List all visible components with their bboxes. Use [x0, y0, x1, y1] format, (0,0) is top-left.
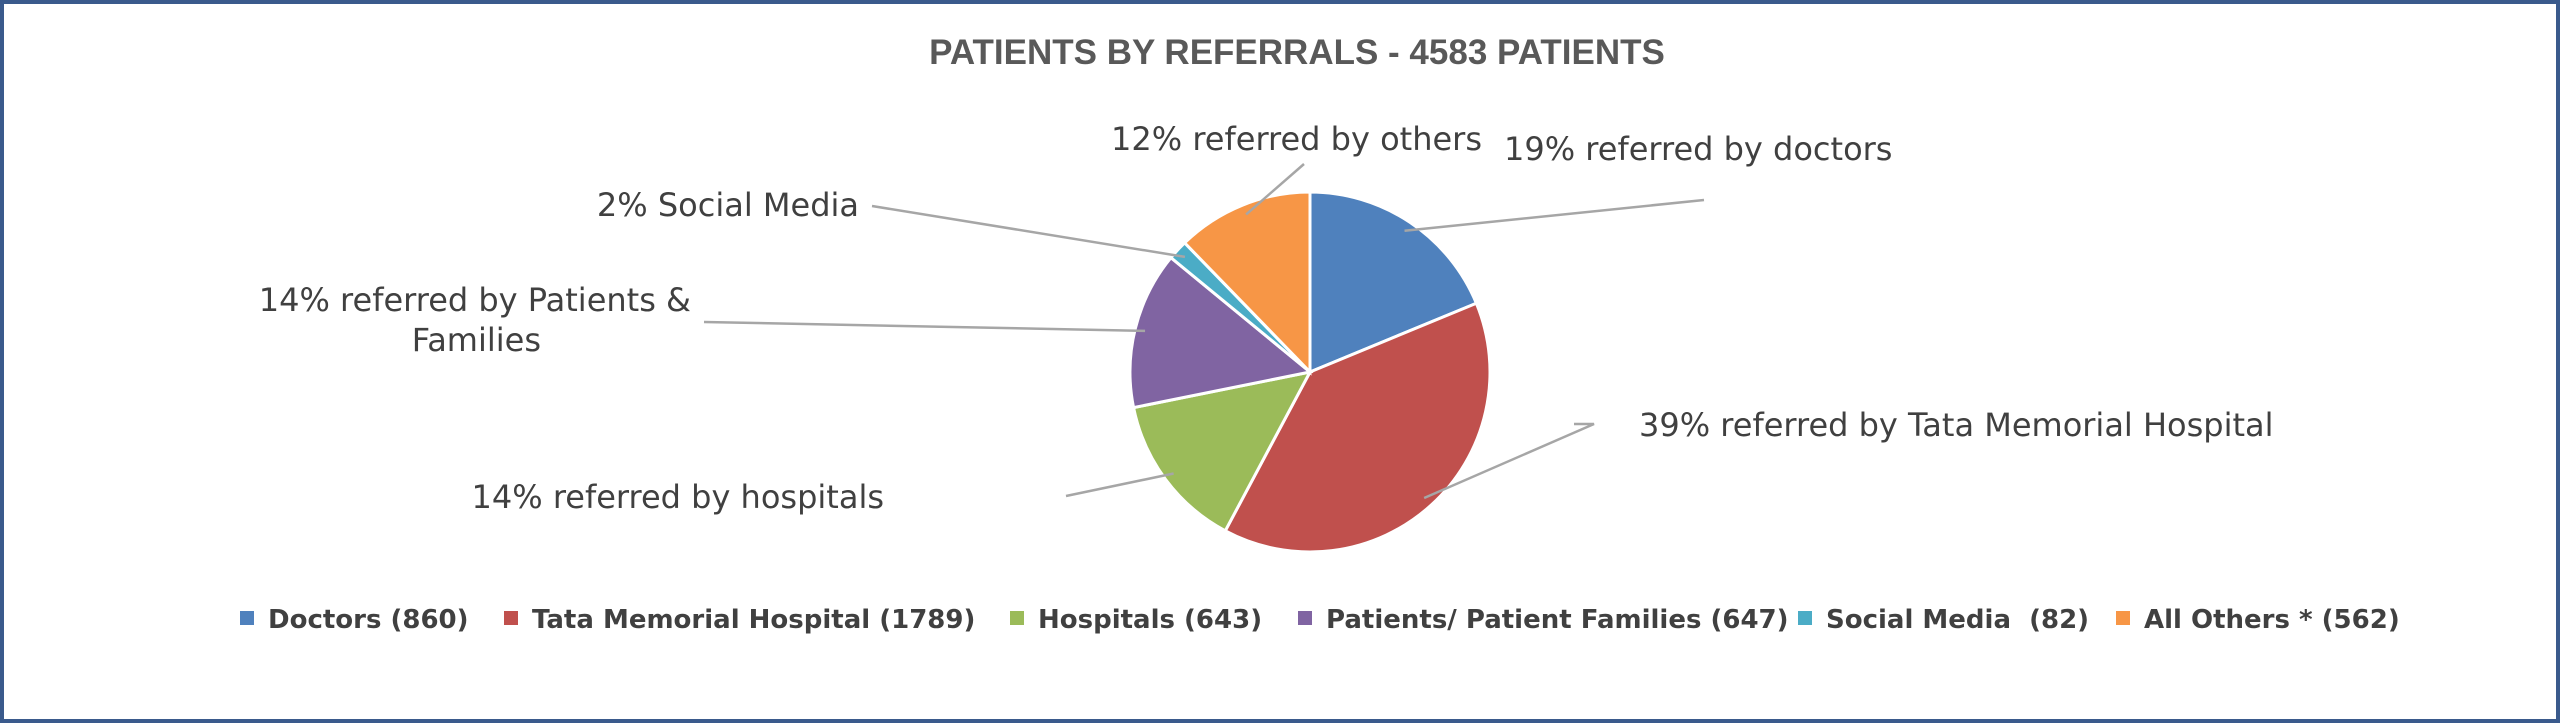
legend-label: Social Media (82) [1826, 605, 2089, 635]
legend-label: Tata Memorial Hospital (1789) [532, 605, 975, 635]
legend-swatch [240, 611, 254, 625]
legend-item: Doctors (860) [240, 605, 469, 635]
chart-title: PATIENTS BY REFERRALS - 4583 PATIENTS [929, 33, 1665, 72]
legend-item: Social Media (82) [1798, 605, 2089, 635]
legend-swatch [1010, 611, 1024, 625]
data-label: 12% referred by others [1111, 120, 1482, 158]
legend-item: All Others * (562) [2116, 605, 2400, 635]
data-label: 14% referred by Patients & Families [259, 281, 691, 359]
legend-item: Patients/ Patient Families (647) [1298, 605, 1789, 635]
pie-slice [1182, 190, 1312, 376]
leader-line [1065, 472, 1174, 498]
pie-chart: PATIENTS BY REFERRALS - 4583 PATIENTS 19… [240, 33, 2400, 635]
legend-label: Hospitals (643) [1038, 605, 1262, 635]
data-label: 2% Social Media [597, 186, 859, 224]
pie-slice [1131, 369, 1313, 533]
pie-slices [1128, 190, 1492, 554]
data-label: 39% referred by Tata Memorial Hospital [1639, 406, 2274, 444]
leader-line [1245, 163, 1305, 216]
data-label: 14% referred by hospitals [472, 478, 884, 516]
legend-item: Hospitals (643) [1010, 605, 1262, 635]
legend-label: Patients/ Patient Families (647) [1326, 605, 1789, 635]
pie-slice [1308, 190, 1479, 375]
leader-line [1404, 198, 1705, 232]
leader-line [703, 320, 1146, 333]
legend-item: Tata Memorial Hospital (1789) [504, 605, 975, 635]
data-label: 19% referred by doctors [1504, 130, 1892, 168]
legend-swatch [504, 611, 518, 625]
leader-line [871, 204, 1186, 259]
legend: Doctors (860) Tata Memorial Hospital (178… [240, 605, 2400, 635]
data-labels: 19% referred by doctors 39% referred by T… [259, 120, 2274, 516]
legend-swatch [1298, 611, 1312, 625]
legend-swatch [2116, 611, 2130, 625]
legend-swatch [1798, 611, 1812, 625]
pie-slice [1128, 255, 1314, 410]
leader-line [1423, 422, 1595, 500]
pie-slice [1223, 301, 1492, 554]
legend-label: Doctors (860) [268, 605, 469, 635]
legend-label: All Others * (562) [2144, 605, 2400, 635]
leader-lines [703, 163, 1705, 500]
